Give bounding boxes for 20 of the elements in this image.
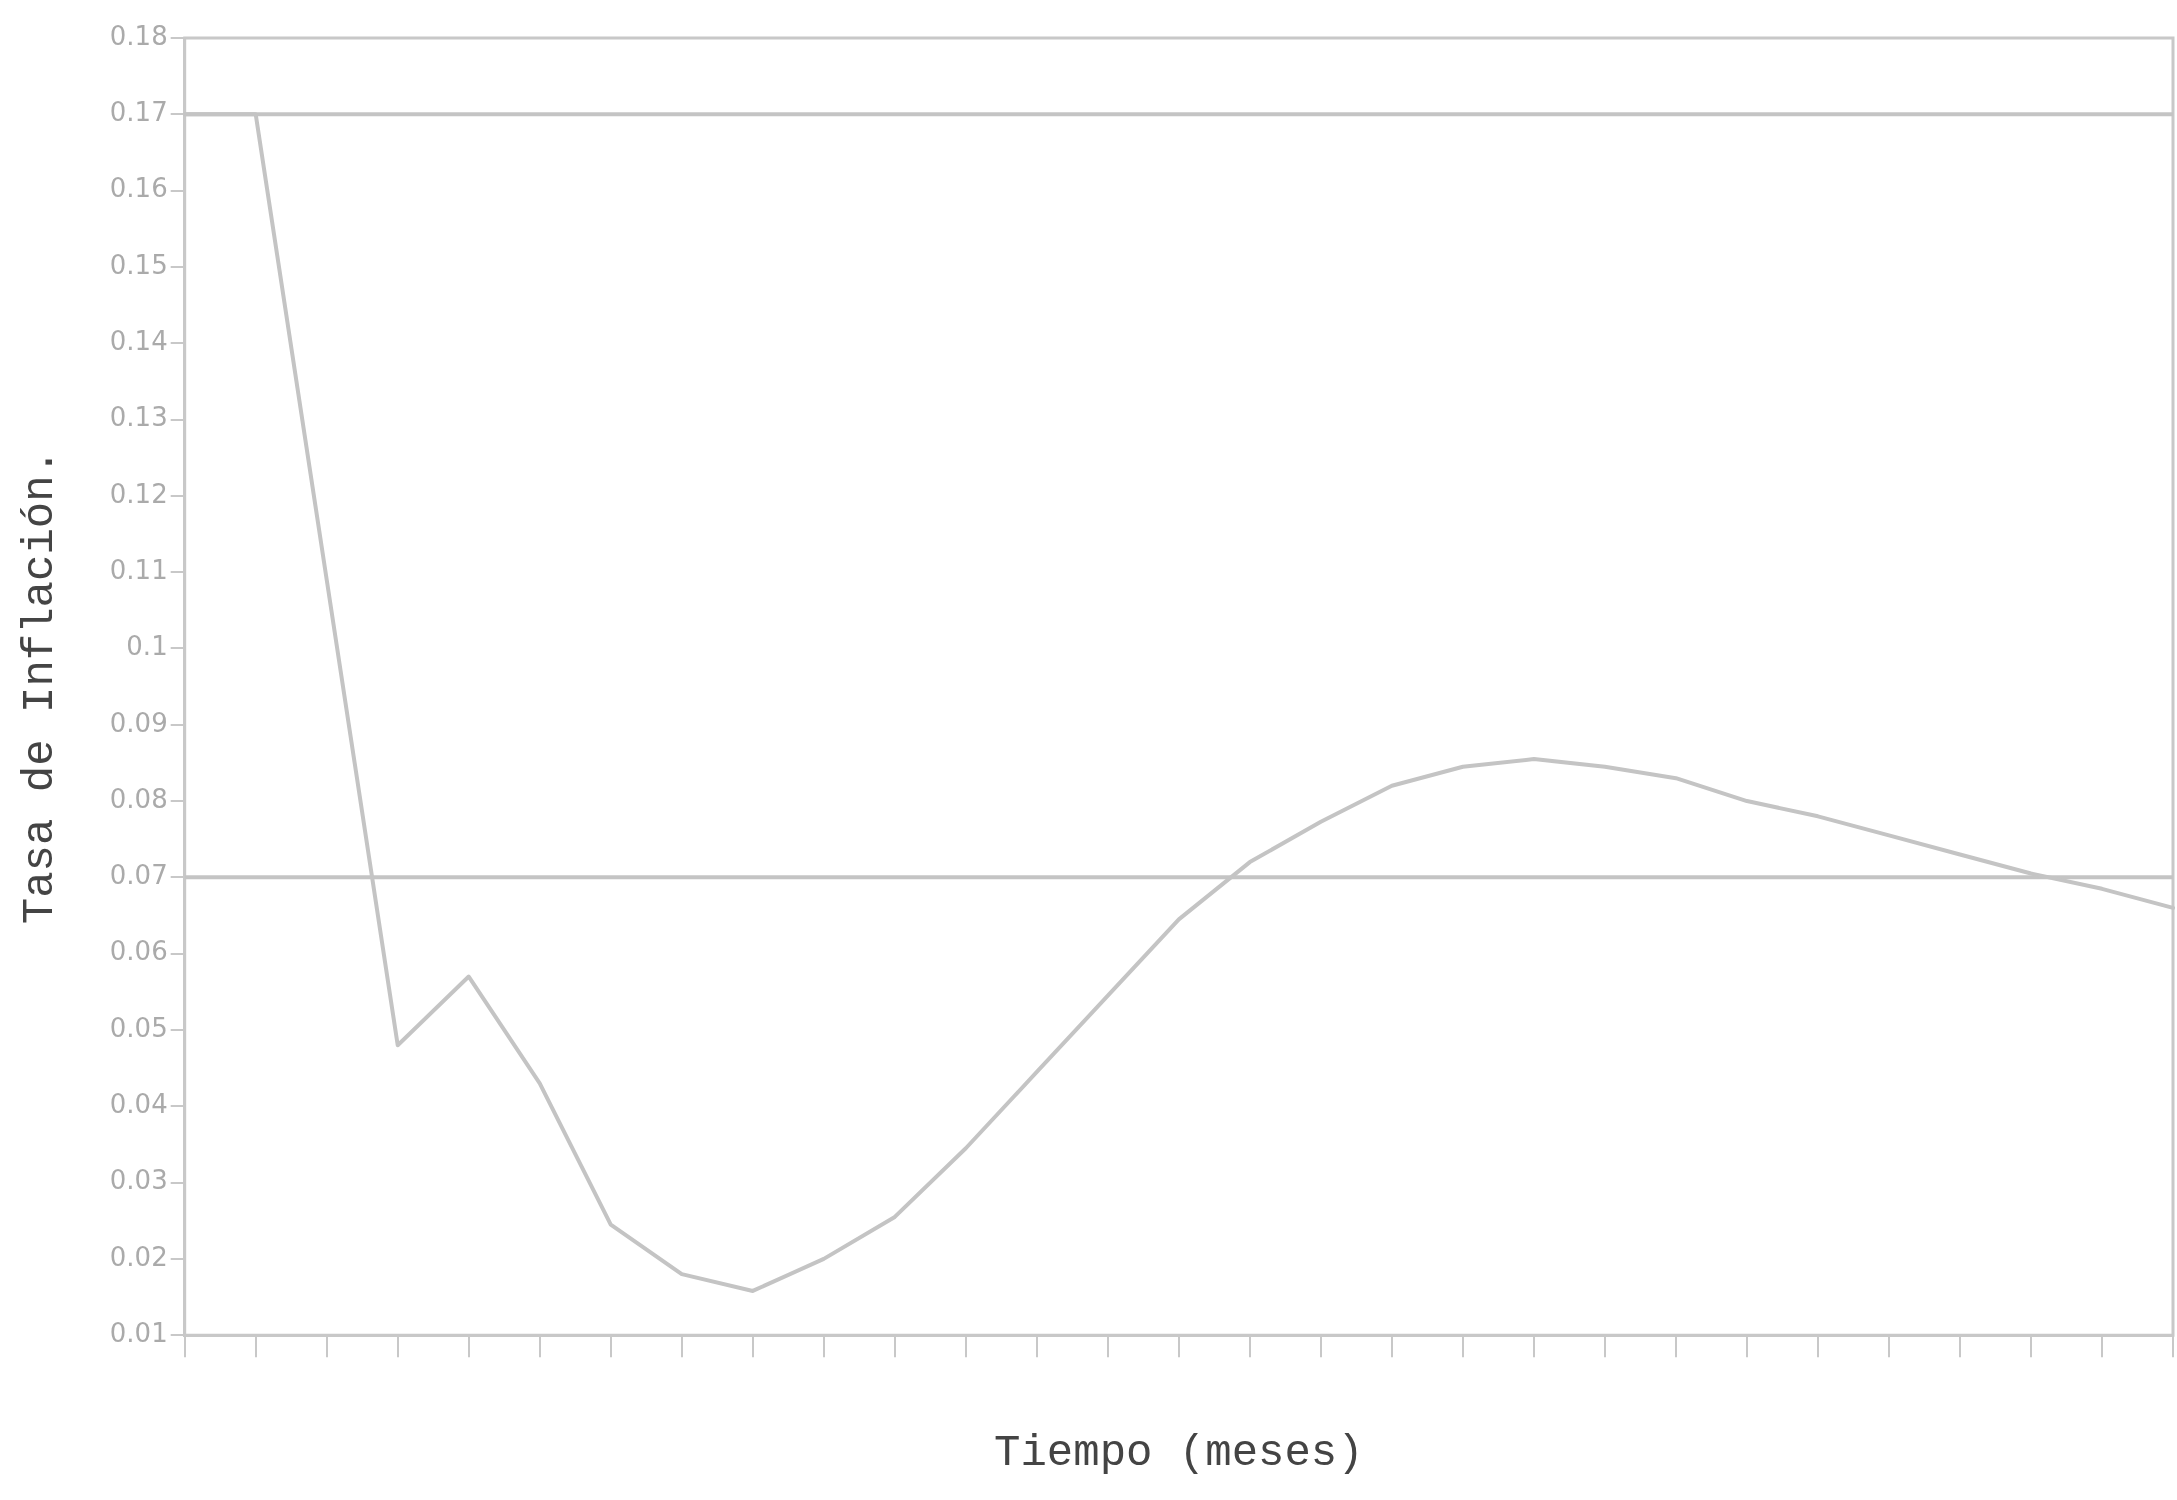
y-tick-label: 0.13 (109, 402, 168, 433)
y-tick-label: 0.08 (109, 783, 168, 814)
y-tick-label: 0.01 (109, 1317, 168, 1348)
y-axis-title: Tasa de Inflación. (15, 448, 66, 925)
y-tick-label: 0.16 (109, 173, 168, 204)
y-tick-label: 0.15 (109, 249, 168, 280)
y-tick-label: 0.12 (109, 478, 168, 509)
x-axis-title: Tiempo (meses) (994, 1428, 1364, 1479)
y-tick-label: 0.14 (109, 325, 168, 356)
y-tick-label: 0.1 (126, 631, 168, 662)
y-tick-label: 0.17 (109, 97, 168, 128)
y-tick-label: 0.07 (109, 860, 168, 891)
y-tick-label: 0.05 (109, 1012, 168, 1043)
y-tick-label: 0.06 (109, 936, 168, 967)
y-tick-label: 0.03 (109, 1165, 168, 1196)
y-tick-label: 0.11 (109, 554, 168, 585)
y-tick-label: 0.04 (109, 1089, 168, 1120)
y-tick-label: 0.18 (109, 20, 168, 51)
y-tick-label: 0.02 (109, 1241, 168, 1272)
y-tick-label: 0.09 (109, 707, 168, 738)
